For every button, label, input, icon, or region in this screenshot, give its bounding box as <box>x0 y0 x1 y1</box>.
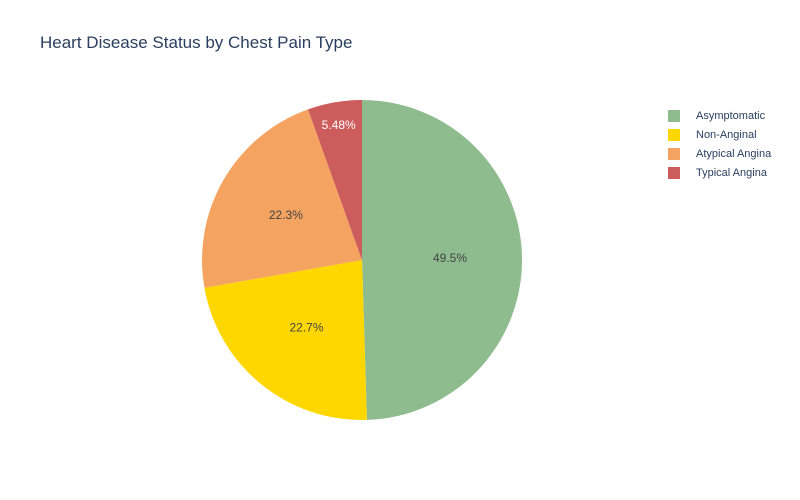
pie-slice-asymptomatic[interactable] <box>362 100 522 420</box>
chart-title: Heart Disease Status by Chest Pain Type <box>40 33 353 52</box>
legend-swatch <box>668 147 680 160</box>
slice-label-non-anginal: 22.7% <box>289 320 323 334</box>
slice-label-atypical-angina: 22.3% <box>269 208 303 222</box>
legend-item-atypical-angina[interactable]: Atypical Angina <box>668 144 771 163</box>
slice-label-typical-angina: 5.48% <box>322 118 356 132</box>
legend: Asymptomatic Non-Anginal Atypical Angina Ty… <box>668 106 771 182</box>
slice-label-asymptomatic: 49.5% <box>433 251 467 265</box>
legend-swatch <box>668 109 680 122</box>
legend-swatch <box>668 166 680 179</box>
legend-label: Typical Angina <box>696 166 767 179</box>
legend-label: Atypical Angina <box>696 147 772 160</box>
pie-slice-typical-angina[interactable] <box>307 100 362 260</box>
pie-slice-atypical-angina[interactable] <box>202 109 362 288</box>
legend-label: Asymptomatic <box>696 109 766 122</box>
legend-item-typical-angina[interactable]: Typical Angina <box>668 163 771 182</box>
pie-slice-labels: 49.5% 22.7% 22.3% 5.48% <box>269 118 467 334</box>
legend-label: Non-Anginal <box>696 128 757 141</box>
pie-slice-non-anginal[interactable] <box>204 260 367 420</box>
pie-slices <box>202 100 522 420</box>
legend-item-asymptomatic[interactable]: Asymptomatic <box>668 106 771 125</box>
legend-item-non-anginal[interactable]: Non-Anginal <box>668 125 771 144</box>
legend-swatch <box>668 128 680 141</box>
